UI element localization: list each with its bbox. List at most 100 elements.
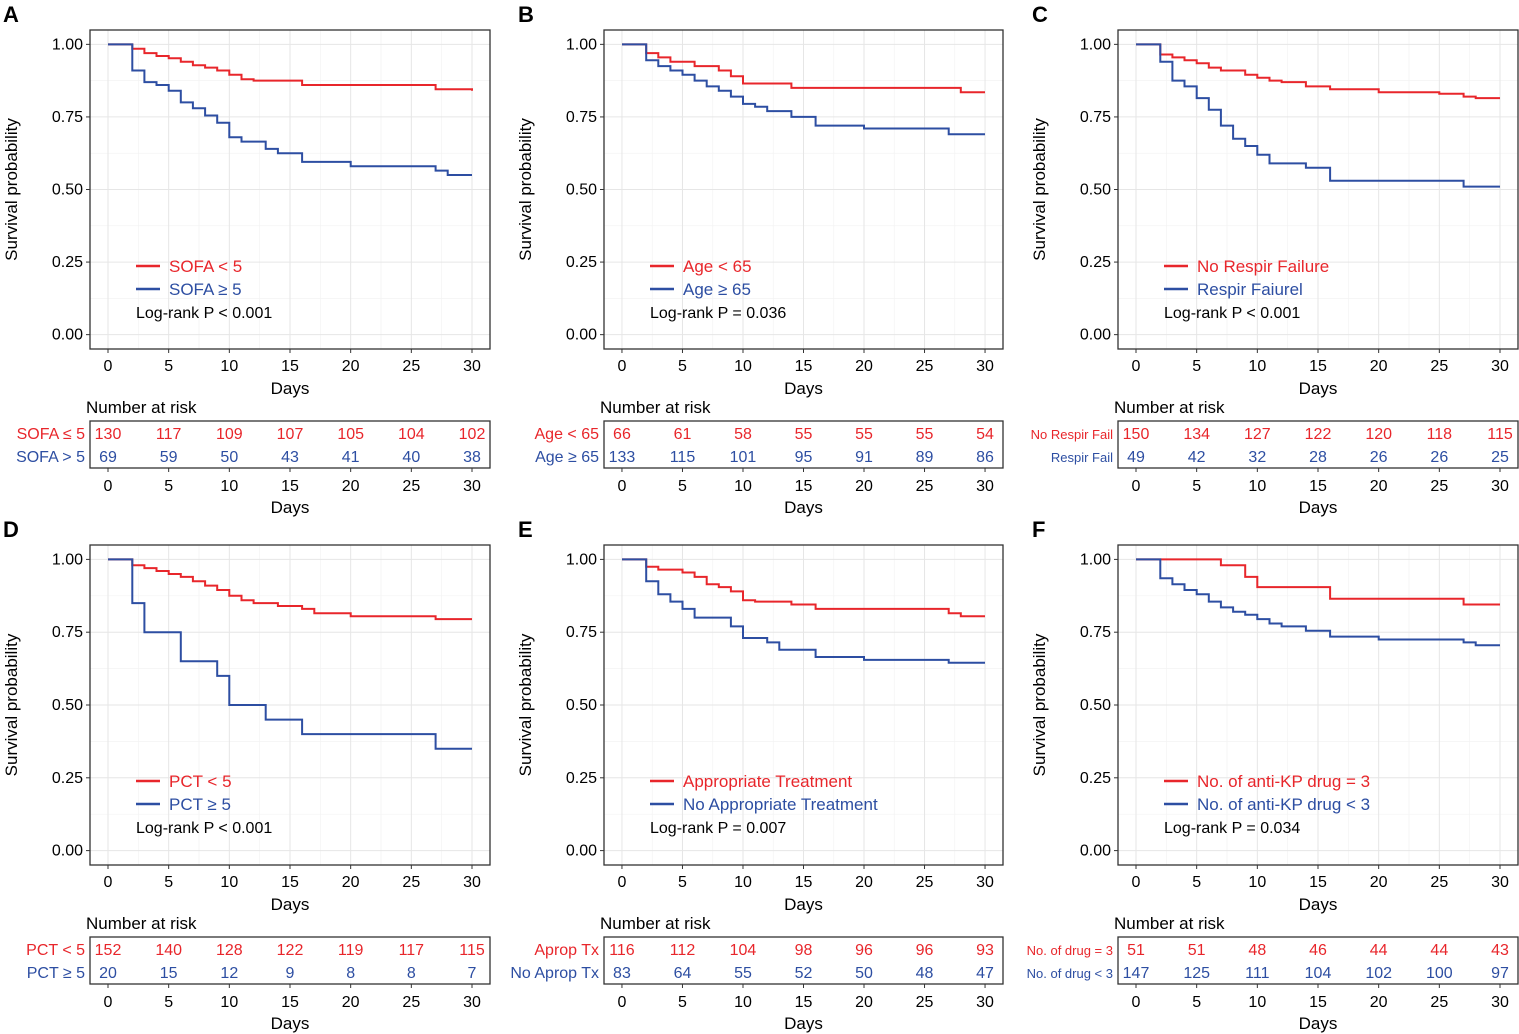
risk-x-tick-label: 25 bbox=[1430, 994, 1448, 1011]
y-tick-label: 0.25 bbox=[1080, 770, 1111, 787]
risk-count: 8 bbox=[407, 965, 416, 982]
survival-curve-2 bbox=[108, 43, 472, 176]
risk-count: 59 bbox=[160, 449, 178, 466]
plot-grid bbox=[1118, 30, 1518, 349]
logrank-pvalue: Log-rank P = 0.034 bbox=[1164, 820, 1300, 837]
survival-curve-1 bbox=[1136, 43, 1500, 100]
risk-x-tick-label: 30 bbox=[1491, 994, 1509, 1011]
risk-x-tick-label: 15 bbox=[281, 994, 299, 1011]
risk-count: 118 bbox=[1427, 426, 1453, 443]
y-axis-title: Survival probability bbox=[1030, 633, 1049, 776]
logrank-pvalue: Log-rank P < 0.001 bbox=[136, 305, 272, 322]
risk-count: 50 bbox=[855, 965, 873, 982]
risk-count: 61 bbox=[674, 426, 692, 443]
x-tick-label: 0 bbox=[1132, 874, 1141, 891]
x-axis-title: Days bbox=[784, 895, 823, 914]
y-tick-label: 0.75 bbox=[52, 624, 83, 641]
x-tick-label: 20 bbox=[855, 358, 873, 375]
legend-label-1: Age < 65 bbox=[683, 257, 752, 276]
risk-x-tick-label: 15 bbox=[795, 994, 813, 1011]
plot-grid bbox=[90, 545, 490, 865]
x-tick-label: 0 bbox=[104, 874, 113, 891]
risk-x-axis-title: Days bbox=[1299, 498, 1338, 517]
panel-f: F0.000.250.500.751.000 5 10 15 20 25 30Surviva… bbox=[1027, 517, 1519, 1033]
risk-count: 101 bbox=[730, 449, 757, 466]
x-tick-label: 0 bbox=[1132, 358, 1141, 375]
risk-x-tick-label: 25 bbox=[916, 994, 934, 1011]
x-tick-label: 10 bbox=[734, 874, 752, 891]
risk-count: 152 bbox=[95, 942, 122, 959]
risk-count: 12 bbox=[220, 965, 238, 982]
legend-label-2: SOFA ≥ 5 bbox=[169, 280, 242, 299]
x-tick-label: 5 bbox=[1192, 358, 1201, 375]
risk-count: 119 bbox=[338, 942, 364, 959]
risk-count: 28 bbox=[1309, 449, 1327, 466]
x-tick-label: 10 bbox=[1248, 358, 1266, 375]
risk-count: 115 bbox=[459, 942, 485, 959]
risk-table-title: Number at risk bbox=[86, 914, 197, 933]
risk-x-tick-label: 10 bbox=[220, 478, 238, 495]
risk-x-tick-label: 30 bbox=[976, 994, 994, 1011]
legend-label-2: No. of anti-KP drug < 3 bbox=[1197, 795, 1370, 814]
panel-c: C 0.00 0.25 0.50 0.75 1.00 0 5 10 15 20 25 30 Surviva… bbox=[1030, 2, 1519, 517]
risk-x-tick-label: 25 bbox=[916, 478, 934, 495]
risk-count: 49 bbox=[1127, 449, 1145, 466]
legend-label-2: Respir Faiurel bbox=[1197, 280, 1303, 299]
y-tick-label: 1.00 bbox=[52, 551, 83, 568]
risk-x-axis-title: Days bbox=[784, 498, 823, 517]
risk-x-axis-title: Days bbox=[271, 1014, 310, 1033]
logrank-pvalue: Log-rank P < 0.001 bbox=[136, 820, 272, 837]
risk-x-tick-label: 0 bbox=[618, 994, 627, 1011]
risk-x-tick-label: 25 bbox=[1430, 478, 1448, 495]
risk-count: 112 bbox=[670, 942, 696, 959]
panel-letter: A bbox=[3, 2, 19, 27]
risk-row-label-1: PCT < 5 bbox=[26, 942, 85, 959]
risk-x-tick-label: 0 bbox=[104, 994, 113, 1011]
risk-count: 115 bbox=[1487, 426, 1513, 443]
plot-grid bbox=[604, 30, 1003, 349]
risk-count: 111 bbox=[1245, 965, 1269, 982]
x-tick-label: 10 bbox=[220, 874, 238, 891]
risk-count: 120 bbox=[1365, 426, 1392, 443]
legend-label-2: PCT ≥ 5 bbox=[169, 795, 231, 814]
risk-x-tick-label: 30 bbox=[463, 994, 481, 1011]
plot-grid bbox=[90, 30, 490, 349]
risk-count: 125 bbox=[1183, 965, 1210, 982]
risk-row-label-1: No. of drug = 3 bbox=[1027, 943, 1113, 958]
risk-x-tick-label: 5 bbox=[1192, 478, 1201, 495]
y-tick-label: 1.00 bbox=[566, 551, 597, 568]
risk-count: 46 bbox=[1309, 942, 1327, 959]
risk-count: 116 bbox=[609, 942, 635, 959]
risk-x-tick-label: 25 bbox=[402, 478, 420, 495]
risk-x-tick-label: 5 bbox=[1192, 994, 1201, 1011]
x-tick-label: 0 bbox=[104, 358, 113, 375]
risk-count: 127 bbox=[1244, 426, 1271, 443]
risk-count: 95 bbox=[795, 449, 813, 466]
survival-curve-2 bbox=[1136, 43, 1500, 188]
survival-curve-1 bbox=[108, 558, 472, 621]
x-tick-label: 20 bbox=[855, 874, 873, 891]
risk-row-label-2: Respir Fail bbox=[1051, 450, 1113, 465]
logrank-pvalue: Log-rank P = 0.036 bbox=[650, 305, 786, 322]
risk-table-title: Number at risk bbox=[600, 914, 711, 933]
legend-label-2: No Appropriate Treatment bbox=[683, 795, 878, 814]
risk-count: 105 bbox=[337, 426, 364, 443]
risk-count: 7 bbox=[468, 965, 477, 982]
risk-x-axis-title: Days bbox=[1299, 1014, 1338, 1033]
risk-count: 51 bbox=[1188, 942, 1206, 959]
risk-count: 93 bbox=[976, 942, 994, 959]
risk-x-tick-label: 30 bbox=[1491, 478, 1509, 495]
y-axis-title: Survival probability bbox=[1030, 118, 1049, 261]
y-tick-label: 1.00 bbox=[566, 36, 597, 53]
panel-letter: F bbox=[1032, 517, 1045, 542]
risk-count: 15 bbox=[160, 965, 178, 982]
y-axis-title: Survival probability bbox=[2, 118, 21, 261]
risk-row-label-2: SOFA > 5 bbox=[16, 449, 85, 466]
risk-table-title: Number at risk bbox=[1114, 914, 1225, 933]
risk-count: 102 bbox=[459, 426, 486, 443]
x-tick-label: 25 bbox=[402, 358, 420, 375]
legend-label-1: No. of anti-KP drug = 3 bbox=[1197, 772, 1370, 791]
x-tick-label: 25 bbox=[402, 874, 420, 891]
